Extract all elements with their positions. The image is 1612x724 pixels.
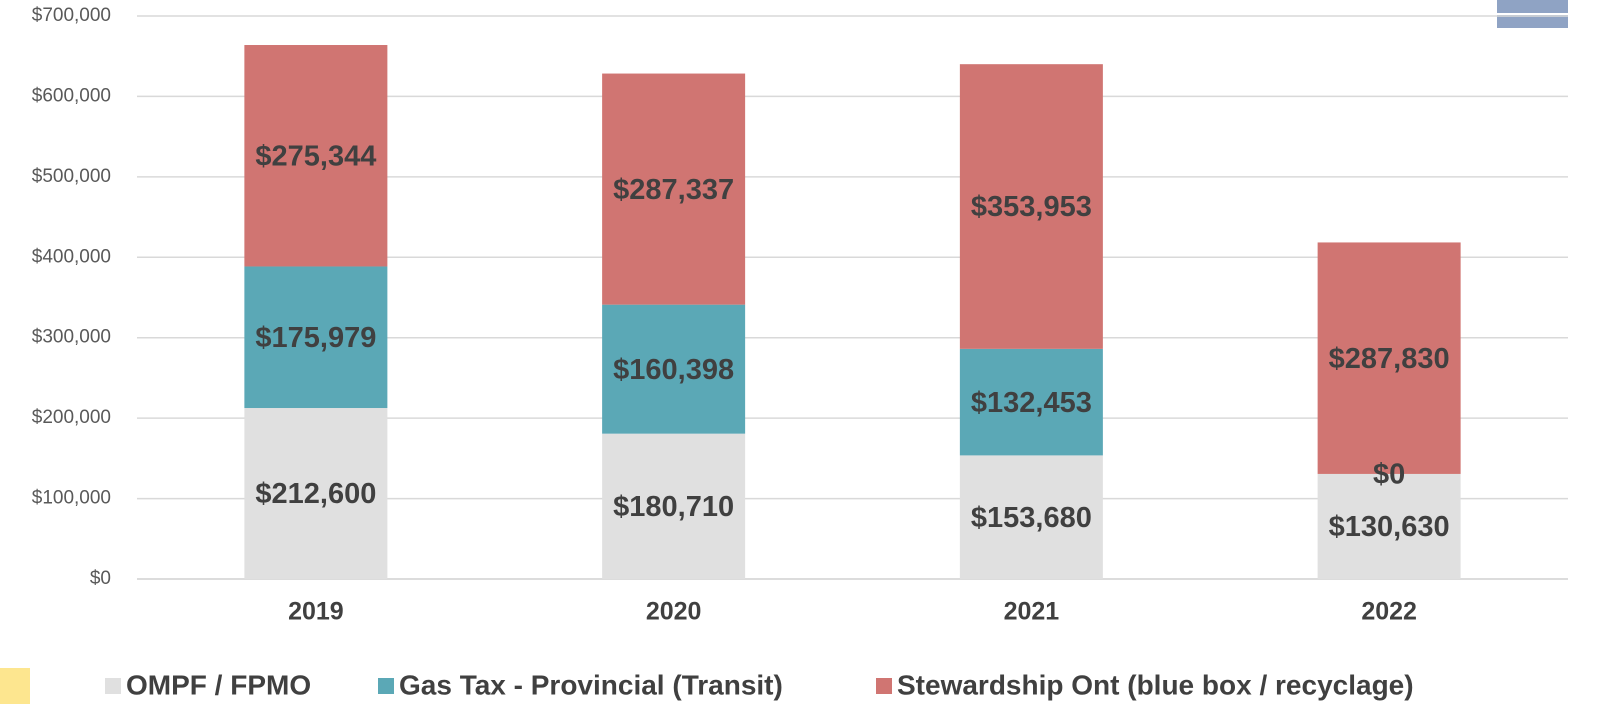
bar-segment	[1317, 242, 1461, 474]
bar-segment	[602, 433, 746, 579]
legend-swatch	[105, 678, 121, 694]
data-label: $0	[1373, 459, 1405, 491]
legend-label: OMPF / FPMO	[126, 669, 311, 700]
y-tick-label: $0	[90, 568, 111, 589]
bar-segment	[244, 266, 388, 409]
data-label: $287,830	[1329, 343, 1450, 375]
bar-segment	[602, 73, 746, 305]
data-label: $132,453	[971, 387, 1092, 419]
y-tick-label: $400,000	[32, 246, 111, 267]
legend-swatch	[876, 678, 892, 694]
legend-swatch	[378, 678, 394, 694]
bar-segment	[959, 64, 1103, 349]
data-label: $275,344	[255, 140, 376, 172]
x-tick-label: 2021	[1004, 598, 1060, 626]
bar-segment	[244, 45, 388, 267]
y-tick-label: $700,000	[32, 5, 111, 26]
data-label: $175,979	[255, 322, 376, 354]
y-tick-label: $300,000	[32, 327, 111, 348]
data-label: $353,953	[971, 191, 1092, 223]
bar-segment	[1317, 473, 1461, 579]
y-tick-label: $600,000	[32, 85, 111, 106]
x-tick-label: 2020	[646, 598, 702, 626]
decoration	[0, 668, 30, 704]
x-tick-label: 2019	[288, 598, 344, 626]
data-label: $287,337	[613, 174, 734, 206]
decoration	[1497, 13, 1568, 15]
legend-label: Gas Tax - Provincial (Transit)	[399, 669, 783, 700]
data-label: $180,710	[613, 491, 734, 523]
x-tick-label: 2022	[1361, 598, 1417, 626]
data-label: $160,398	[613, 354, 734, 386]
bar-segment	[959, 455, 1103, 579]
y-tick-label: $500,000	[32, 166, 111, 187]
y-tick-label: $100,000	[32, 488, 111, 509]
bar-segment	[244, 408, 388, 579]
data-label: $153,680	[971, 502, 1092, 534]
bar-segment	[602, 304, 746, 434]
data-label: $212,600	[255, 478, 376, 510]
bar-segment	[959, 348, 1103, 456]
y-tick-label: $200,000	[32, 407, 111, 428]
legend-label: Stewardship Ont (blue box / recyclage)	[897, 669, 1414, 700]
data-label: $130,630	[1329, 511, 1450, 543]
